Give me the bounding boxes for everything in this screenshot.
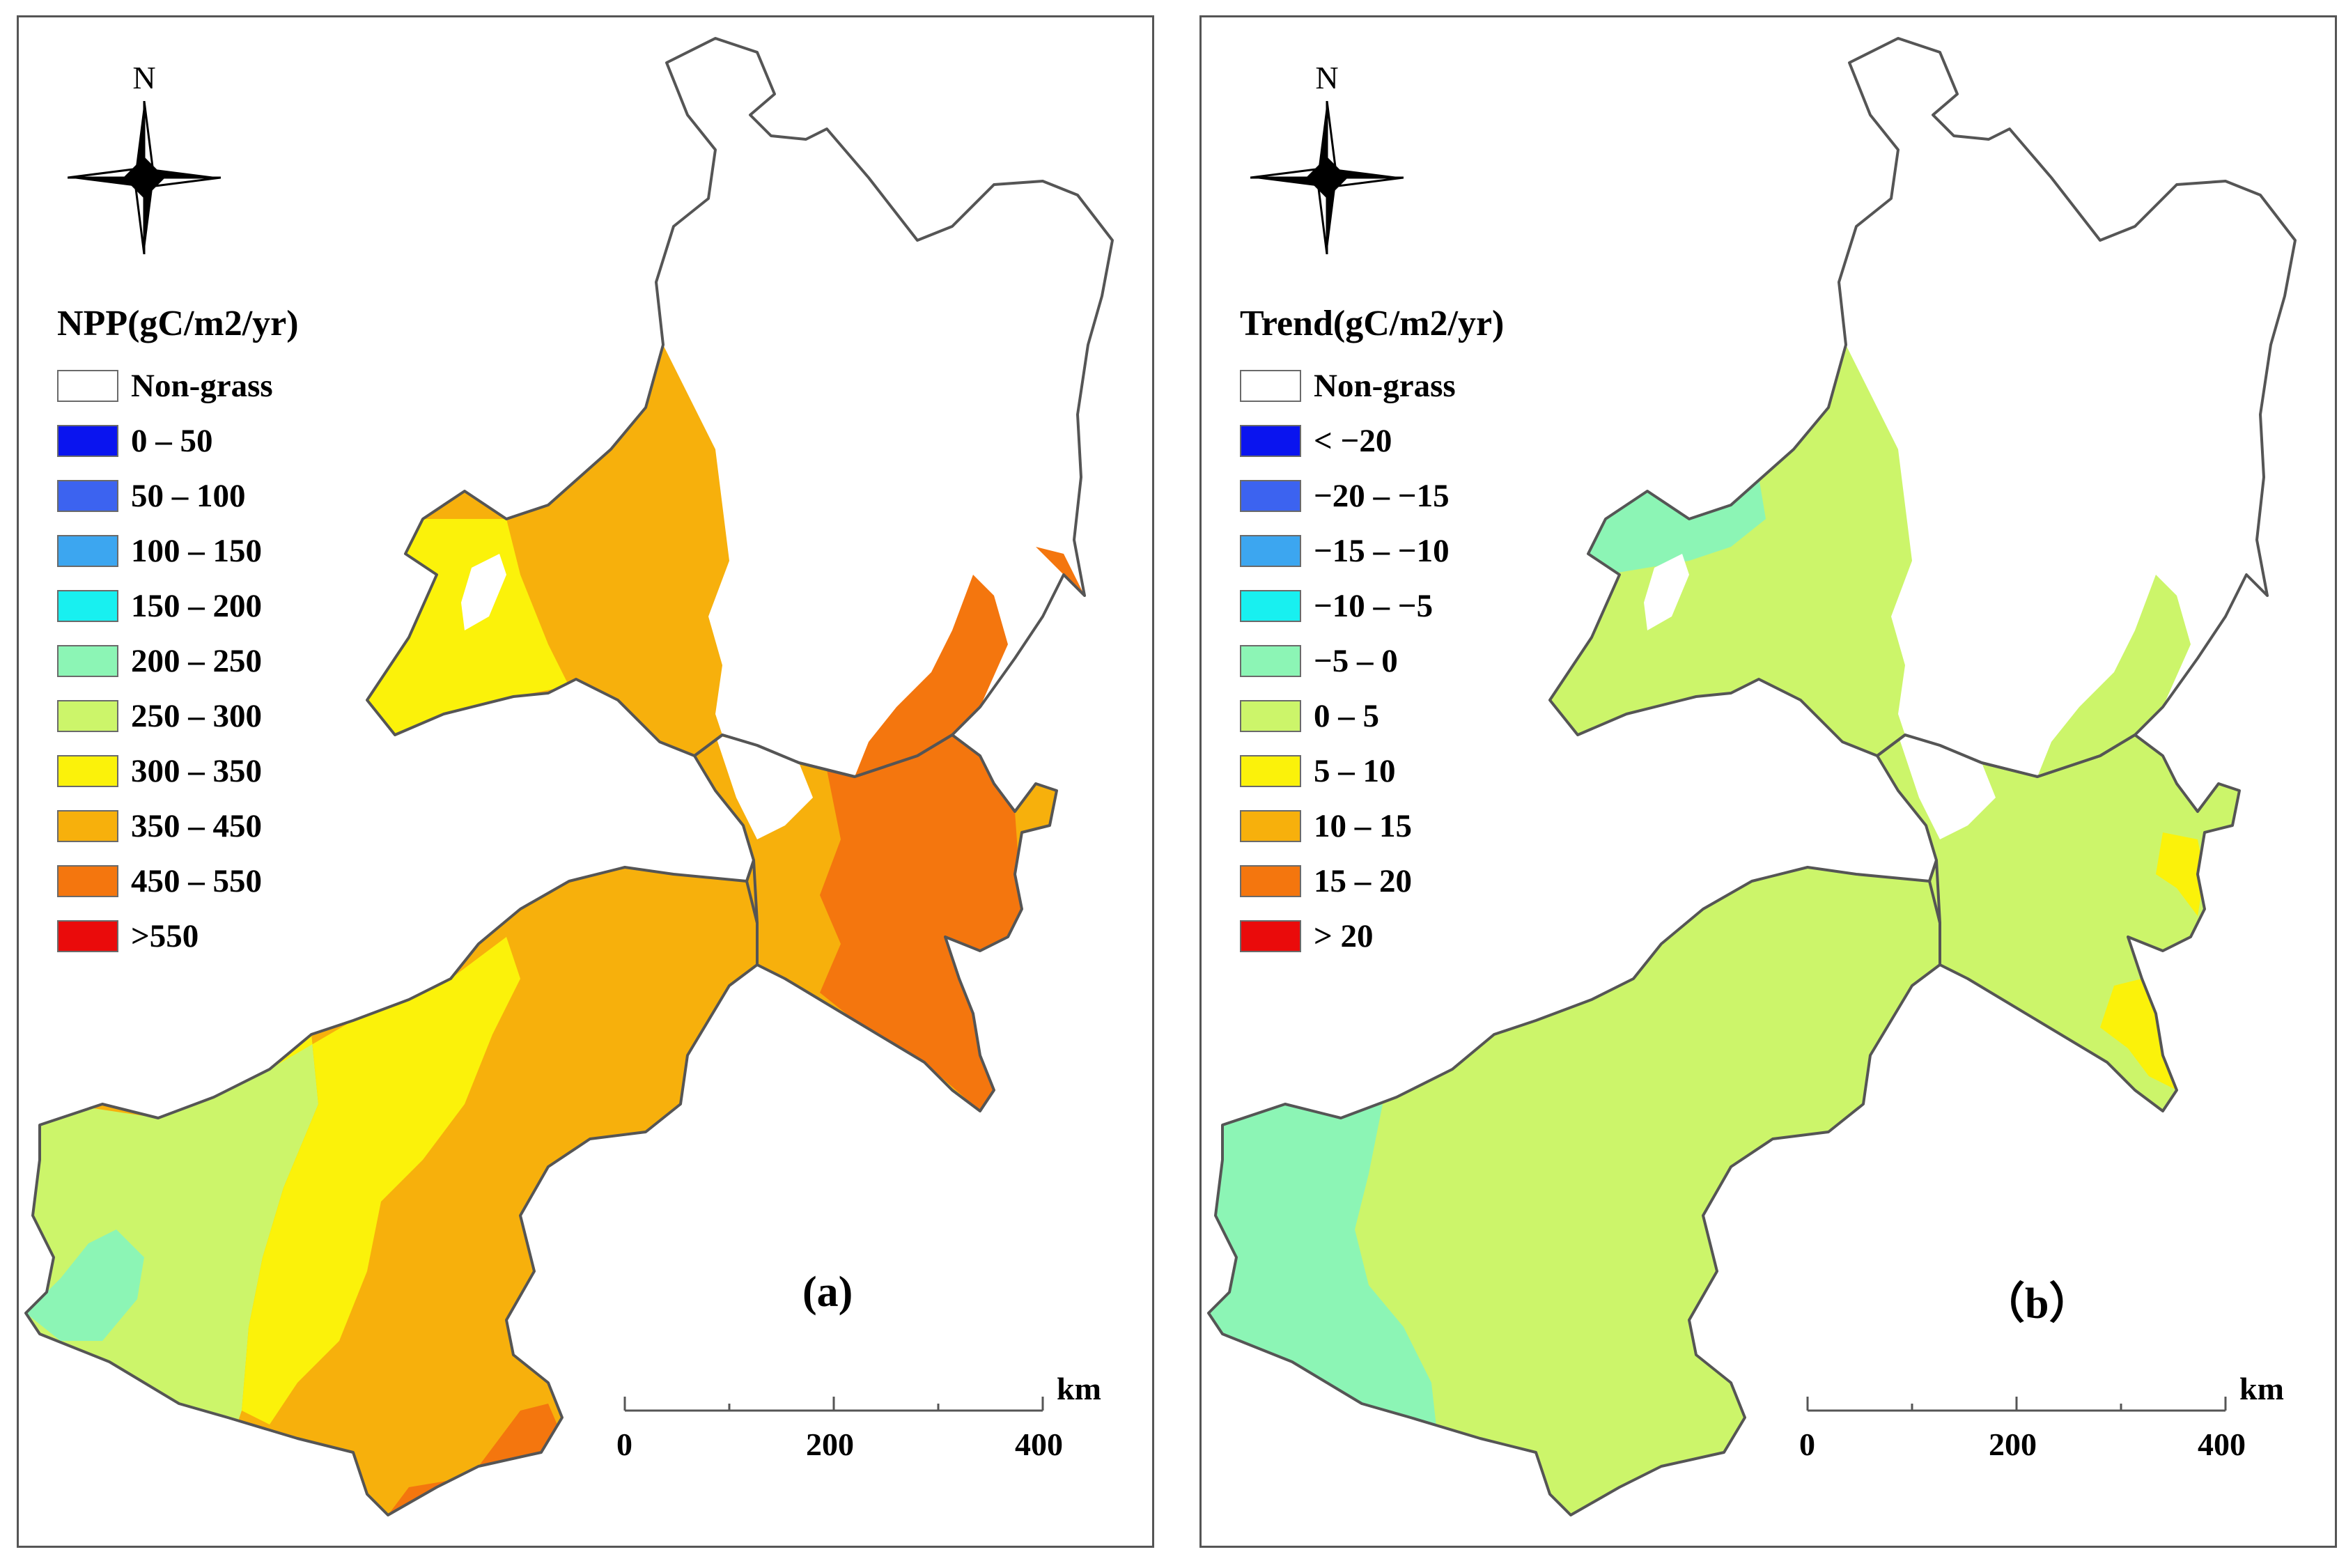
npp-legend: NPP(gC/m2/yr) Non-grass 0 – 50 50 – 100 … [57,303,299,963]
scale-tick-label: 0 [1799,1427,1815,1462]
scale-unit: km [2239,1371,2284,1406]
legend-item: 15 – 20 [1240,853,1504,908]
legend-swatch [1240,809,1301,842]
legend-item: 200 – 250 [57,633,299,688]
legend-label: 0 – 50 [131,422,213,459]
panel-label: （b） [1982,1280,2092,1328]
legend-swatch [57,534,118,567]
legend-title: Trend(gC/m2/yr) [1240,304,1505,343]
north-arrow: N [61,45,242,268]
legend-label: 150 – 200 [131,587,262,624]
legend-swatch [57,424,118,457]
compass-rose-icon [1250,101,1404,254]
legend-swatch [57,919,118,952]
legend-item: 5 – 10 [1240,743,1504,798]
legend-swatch [57,754,118,787]
legend-item: −20 – −15 [1240,468,1504,523]
legend-title: NPP(gC/m2/yr) [57,304,299,343]
legend-item: Non-grass [1240,358,1504,413]
legend-item: Non-grass [57,358,299,413]
trend-map-panel: N Trend(gC/m2/yr) Non-grass < −20 −20 – … [1199,15,2337,1548]
npp-region-borders [24,37,1114,1516]
scale-bar-line [1806,1397,2227,1412]
legend-swatch [1240,589,1301,622]
legend-item: > 20 [1240,908,1504,963]
scale-bar-line [623,1397,1044,1412]
legend-item: −10 – −5 [1240,578,1504,633]
legend-swatch [57,864,118,897]
legend-label: 50 – 100 [131,477,246,514]
legend-label: 250 – 300 [131,697,262,734]
legend-label: 0 – 5 [1314,697,1379,734]
trend-region-borders [1207,37,2297,1516]
legend-label: 200 – 250 [131,642,262,679]
scale-unit: km [1057,1371,1101,1406]
legend-swatch [1240,479,1301,512]
legend-label: −10 – −5 [1314,587,1434,624]
legend-item: 350 – 450 [57,798,299,853]
legend-label: 5 – 10 [1314,752,1396,789]
north-label: N [132,60,156,95]
trend-map [1207,37,2297,1516]
legend-label: 15 – 20 [1314,862,1412,899]
legend-item: 450 – 550 [57,853,299,908]
legend-swatch [1240,864,1301,897]
legend-label: 300 – 350 [131,752,262,789]
legend-swatch [57,699,118,732]
legend-label: 450 – 550 [131,862,262,899]
scale-tick-label: 400 [1015,1427,1063,1462]
scale-tick-label: 200 [1989,1427,2037,1462]
scale-bar: 0 200 400 km [1787,1371,2288,1473]
legend-swatch [1240,699,1301,732]
legend-label: < −20 [1314,422,1392,459]
legend-label: 350 – 450 [131,807,262,844]
legend-label: Non-grass [1314,367,1456,404]
legend-swatch [1240,369,1301,402]
legend-swatch [57,369,118,402]
legend-swatch [57,589,118,622]
scale-tick-label: 200 [806,1427,854,1462]
legend-item: 300 – 350 [57,743,299,798]
legend-item: 10 – 15 [1240,798,1504,853]
compass-rose-icon [68,101,221,254]
legend-label: >550 [131,917,199,954]
scale-tick-label: 0 [616,1427,632,1462]
legend-item: >550 [57,908,299,963]
north-arrow: N [1243,45,1424,268]
legend-swatch [1240,424,1301,457]
legend-label: −15 – −10 [1314,532,1450,569]
legend-item: 0 – 50 [57,413,299,468]
trend-legend: Trend(gC/m2/yr) Non-grass < −20 −20 – −1… [1240,303,1504,963]
panel-label: (a) [802,1268,853,1316]
legend-label: −20 – −15 [1314,477,1450,514]
legend-item: 250 – 300 [57,688,299,743]
legend-swatch [57,809,118,842]
npp-map [24,37,1114,1516]
scale-bar: 0 200 400 km [604,1371,1105,1473]
legend-label: Non-grass [131,367,273,404]
legend-swatch [57,479,118,512]
north-label: N [1315,60,1339,95]
legend-item: 100 – 150 [57,523,299,578]
legend-label: −5 – 0 [1314,642,1398,679]
legend-item: −5 – 0 [1240,633,1504,688]
legend-swatch [1240,919,1301,952]
npp-map-panel: N NPP(gC/m2/yr) Non-grass 0 – 50 50 – 10… [17,15,1154,1548]
legend-swatch [57,644,118,677]
scale-tick-label: 400 [2198,1427,2246,1462]
legend-swatch [1240,534,1301,567]
legend-label: > 20 [1314,917,1374,954]
legend-item: 0 – 5 [1240,688,1504,743]
legend-item: −15 – −10 [1240,523,1504,578]
legend-label: 10 – 15 [1314,807,1412,844]
legend-label: 100 – 150 [131,532,262,569]
legend-swatch [1240,754,1301,787]
legend-item: < −20 [1240,413,1504,468]
legend-swatch [1240,644,1301,677]
legend-item: 150 – 200 [57,578,299,633]
legend-item: 50 – 100 [57,468,299,523]
